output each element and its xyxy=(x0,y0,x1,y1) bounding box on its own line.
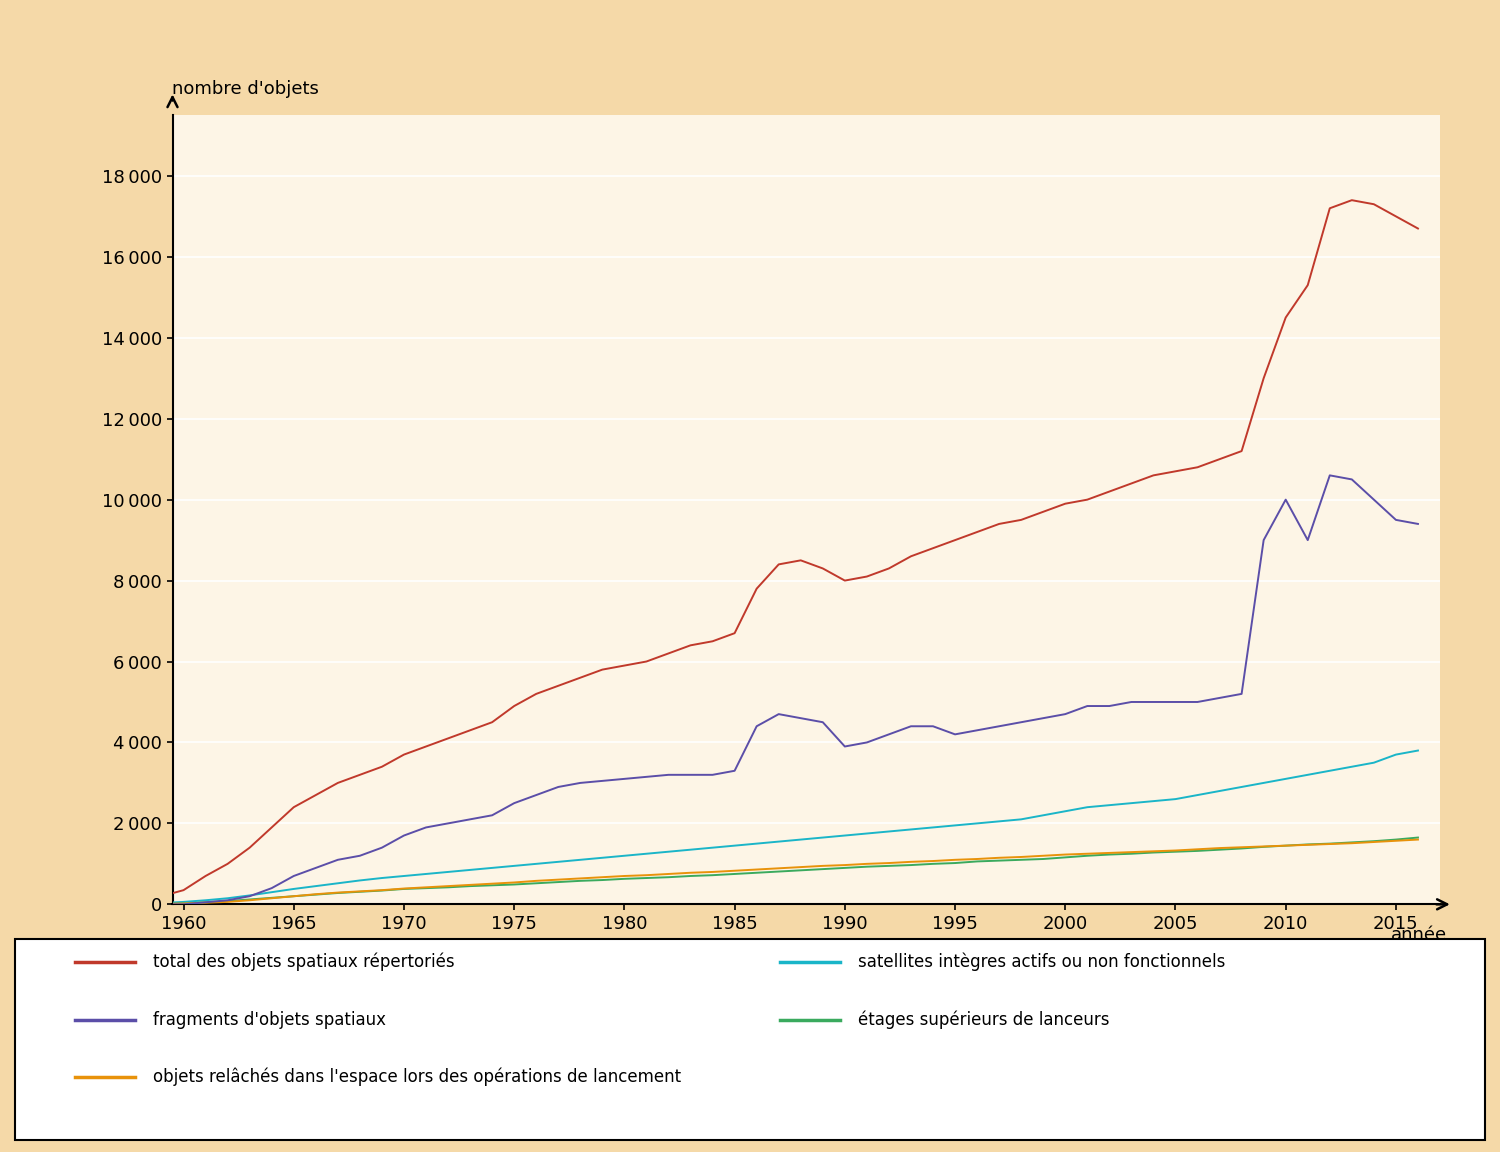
Text: fragments d'objets spatiaux: fragments d'objets spatiaux xyxy=(153,1010,386,1029)
Text: total des objets spatiaux répertoriés: total des objets spatiaux répertoriés xyxy=(153,953,454,971)
Text: objets relâchés dans l'espace lors des opérations de lancement: objets relâchés dans l'espace lors des o… xyxy=(153,1068,681,1086)
Text: année: année xyxy=(1392,926,1448,945)
Text: satellites intègres actifs ou non fonctionnels: satellites intègres actifs ou non foncti… xyxy=(858,953,1226,971)
Text: nombre d'objets: nombre d'objets xyxy=(172,79,320,98)
Text: étages supérieurs de lanceurs: étages supérieurs de lanceurs xyxy=(858,1010,1110,1029)
